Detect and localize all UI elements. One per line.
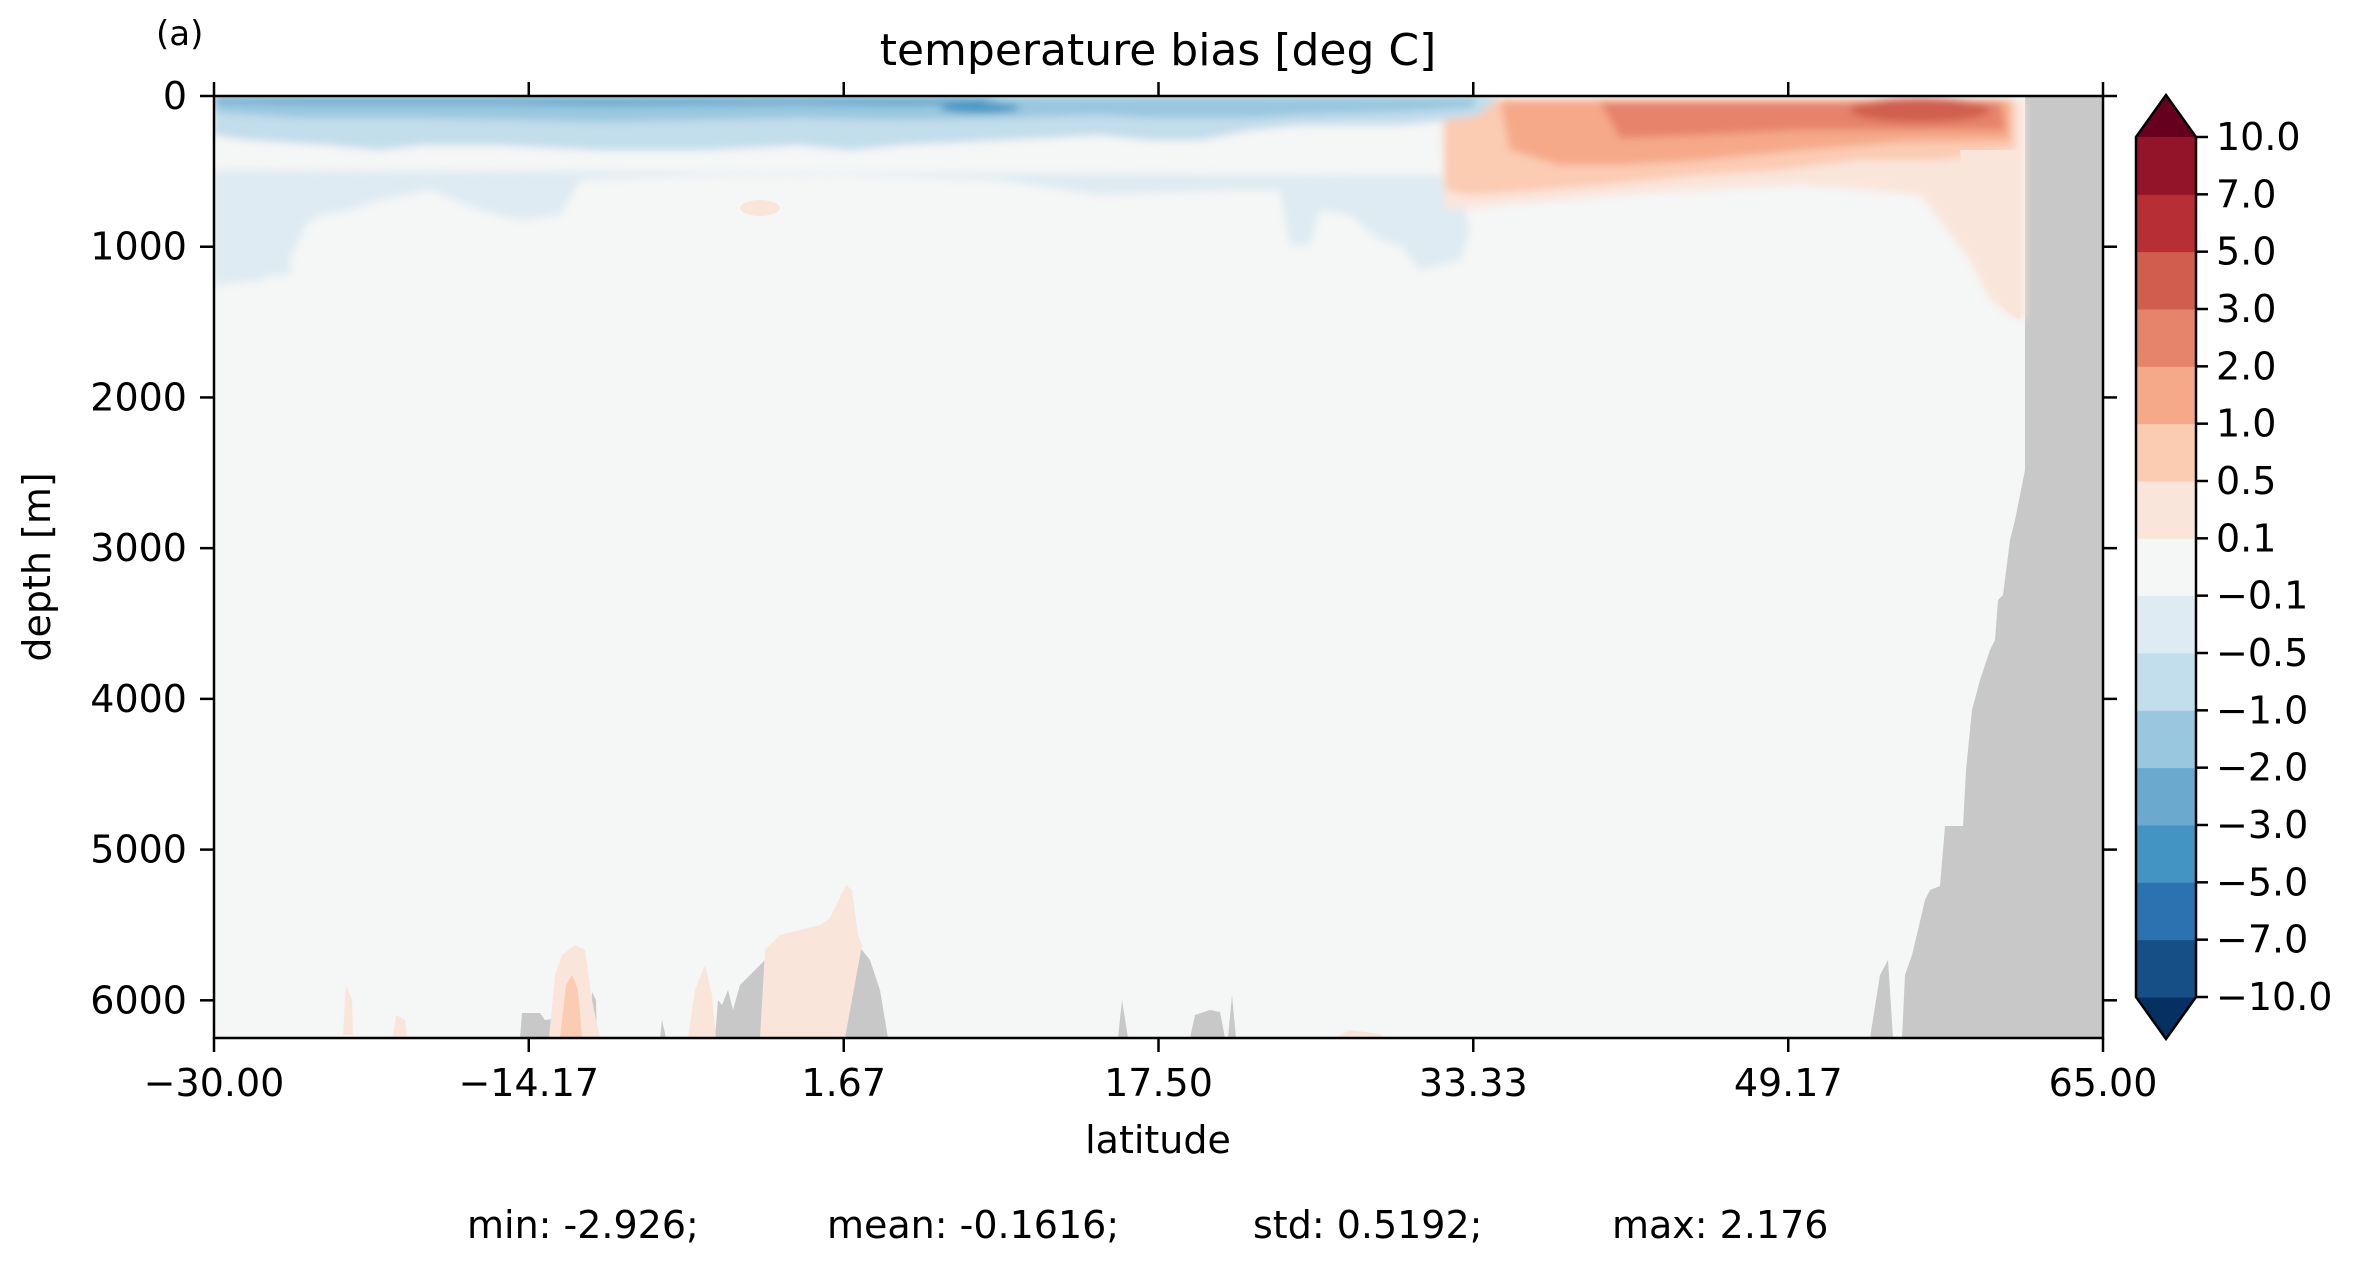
colorbar-tick-label: 1.0: [2216, 402, 2276, 446]
y-tick-label: 0: [163, 74, 187, 118]
x-tick-label: 65.00: [2049, 1061, 2158, 1105]
plot-background: [214, 96, 2103, 1038]
colorbar-bin: [2136, 194, 2196, 253]
panel-label: (a): [156, 14, 203, 54]
x-tick-label: 33.33: [1419, 1061, 1528, 1105]
colorbar-bin: [2136, 653, 2196, 711]
x-axis-label: latitude: [1085, 1118, 1231, 1162]
colorbar-tick-label: −1.0: [2216, 688, 2308, 732]
chart-title: temperature bias [deg C]: [880, 25, 1437, 76]
colorbar-tick-label: −0.5: [2216, 631, 2308, 675]
x-tick-label: 17.50: [1104, 1061, 1213, 1105]
plot-area: [212, 94, 2105, 1040]
stat-max: max: 2.176: [1612, 1203, 1828, 1247]
colorbar-bin: [2136, 423, 2196, 482]
colorbar-extend-min: [2136, 997, 2196, 1039]
colorbar-tick-label: 2.0: [2216, 344, 2276, 388]
colorbar-tick-label: 0.1: [2216, 516, 2276, 560]
colorbar-tick-label: −0.1: [2216, 574, 2308, 618]
upper-ocean-bias: [214, 96, 2025, 320]
x-tick-label: 1.67: [801, 1061, 886, 1105]
y-tick-label: 2000: [90, 375, 187, 419]
y-tick-label: 3000: [90, 526, 187, 570]
colorbar-bin: [2136, 366, 2196, 425]
x-axis: −30.00 −14.17 1.67 17.50 33.33 49.17 65.00: [144, 82, 2158, 1105]
x-tick-label: −30.00: [144, 1061, 285, 1105]
colorbar: −10.0 −7.0 −5.0 −3.0 −2.0 −1.0 −0.5 −0.1 0.1 0.5 1…: [2134, 92, 2332, 1042]
colorbar-tick-label: 0.5: [2216, 459, 2276, 503]
colorbar-tick-label: −10.0: [2216, 975, 2332, 1019]
colorbar-bin: [2136, 710, 2196, 769]
colorbar-tick-label: 7.0: [2216, 172, 2276, 216]
colorbar-tick-label: −2.0: [2216, 746, 2308, 790]
colorbar-bin: [2136, 767, 2196, 826]
x-tick-label: −14.17: [458, 1061, 599, 1105]
colorbar-tick-label: −7.0: [2216, 918, 2308, 962]
colorbar-bin: [2136, 251, 2196, 310]
stat-std: std: 0.5192;: [1253, 1203, 1482, 1247]
colorbar-tick-label: 10.0: [2216, 115, 2301, 159]
colorbar-bin: [2136, 481, 2196, 539]
colorbar-bin: [2136, 882, 2196, 941]
y-axis: 0 1000 2000 3000 4000 5000 6000: [90, 74, 2117, 1022]
stat-mean: mean: -0.1616;: [827, 1203, 1119, 1247]
colorbar-bin: [2136, 595, 2196, 654]
colorbar-bin: [2136, 825, 2196, 883]
y-tick-label: 5000: [90, 828, 187, 872]
colorbar-extend-max: [2136, 95, 2196, 137]
y-tick-label: 4000: [90, 677, 187, 721]
colorbar-tick-label: 3.0: [2216, 287, 2276, 331]
stats-line: min: -2.926; mean: -0.1616; std: 0.5192;…: [467, 1203, 1828, 1247]
stat-min: min: -2.926;: [467, 1203, 699, 1247]
colorbar-bin: [2136, 309, 2196, 367]
y-tick-label: 1000: [90, 225, 187, 269]
y-axis-label: depth [m]: [15, 472, 59, 661]
colorbar-bin: [2136, 939, 2196, 998]
x-tick-label: 49.17: [1734, 1061, 1843, 1105]
y-tick-label: 6000: [90, 978, 187, 1022]
colorbar-tick-label: 5.0: [2216, 230, 2276, 274]
colorbar-bin: [2136, 137, 2196, 195]
bias-field: [214, 96, 2103, 1038]
colorbar-tick-label: −3.0: [2216, 803, 2308, 847]
land-mask-north: [1902, 96, 2103, 1038]
colorbar-bin: [2136, 538, 2196, 597]
colorbar-tick-label: −5.0: [2216, 860, 2308, 904]
